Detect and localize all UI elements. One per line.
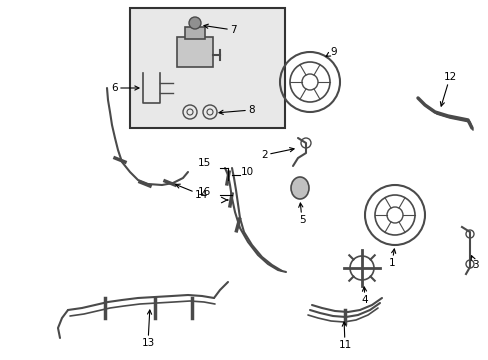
Bar <box>184 27 204 39</box>
Text: 11: 11 <box>338 322 351 350</box>
Text: 10: 10 <box>241 167 254 177</box>
Text: 4: 4 <box>361 287 367 305</box>
Text: 14: 14 <box>175 184 208 200</box>
Text: 6: 6 <box>111 83 139 93</box>
Ellipse shape <box>290 177 308 199</box>
Bar <box>130 8 285 128</box>
Text: 2: 2 <box>261 148 293 160</box>
Text: 13: 13 <box>141 310 154 348</box>
Text: 5: 5 <box>298 203 305 225</box>
Bar <box>177 37 213 67</box>
Text: 3: 3 <box>470 256 478 270</box>
Text: 1: 1 <box>388 249 395 268</box>
Text: 8: 8 <box>219 105 254 115</box>
Text: 7: 7 <box>203 24 236 35</box>
Text: 16: 16 <box>198 187 211 197</box>
Text: 9: 9 <box>325 47 336 57</box>
Circle shape <box>189 17 201 29</box>
Text: 15: 15 <box>198 158 211 168</box>
Text: 12: 12 <box>440 72 456 106</box>
